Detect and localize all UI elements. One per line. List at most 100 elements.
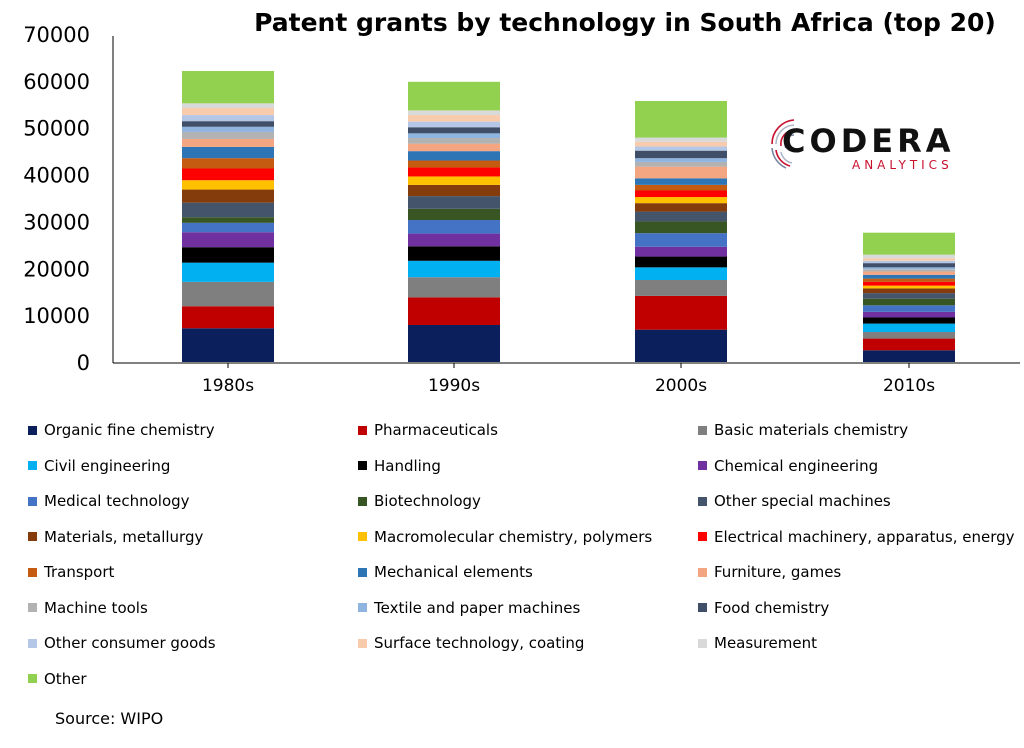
legend-item: Measurement [698, 633, 817, 653]
legend-swatch [28, 496, 37, 506]
bar-segment [863, 285, 955, 289]
bar-segment [408, 297, 500, 325]
bar-segment [863, 298, 955, 306]
bar-segment [635, 197, 727, 204]
bar-segment [863, 254, 955, 259]
bar-segment [863, 274, 955, 279]
y-tick-label: 50000 [23, 117, 90, 141]
legend-item: Textile and paper machines [358, 598, 580, 618]
legend-label: Macromolecular chemistry, polymers [374, 527, 653, 546]
bar-segment [863, 317, 955, 324]
bar-segment [408, 133, 500, 139]
legend-item: Chemical engineering [698, 456, 878, 476]
y-tick-label: 10000 [23, 304, 90, 328]
legend-swatch [358, 567, 367, 577]
bar-segment [635, 295, 727, 330]
bar-segment [182, 262, 274, 282]
bar-segment [182, 138, 274, 147]
bar-segment [863, 323, 955, 333]
bar-segment [635, 221, 727, 234]
x-axis-ticks: 1980s 1990s 2000s 2010s [202, 363, 935, 396]
legend-swatch [28, 674, 37, 683]
legend-item: Furniture, games [698, 562, 841, 582]
legend-swatch [698, 496, 707, 506]
legend-item: Biotechnology [358, 491, 481, 511]
bar-segment [182, 71, 274, 104]
bar-segment [182, 202, 274, 218]
bar-segment [182, 232, 274, 248]
fingerprint-logo-mark [771, 119, 795, 169]
bar-segment [408, 277, 500, 298]
legend-label: Other consumer goods [44, 634, 216, 652]
legend-label: Organic fine chemistry [44, 421, 215, 439]
bar-segment [182, 217, 274, 223]
legend-item: Medical technology [28, 491, 190, 511]
legend-item: Machine tools [28, 598, 148, 618]
legend-item: Materials, metallurgy [28, 527, 203, 547]
bars [182, 71, 955, 362]
bar-segment [182, 158, 274, 169]
legend-item: Macromolecular chemistry, polymers [358, 527, 652, 547]
bar-segment [182, 247, 274, 263]
bar-segment [635, 184, 727, 191]
source-note: Source: WIPO [55, 709, 164, 728]
legend-label: Mechanical elements [374, 563, 533, 581]
bar-segment [408, 324, 500, 362]
bar-segment [408, 143, 500, 152]
bar-segment [635, 256, 727, 268]
legend-swatch [28, 567, 37, 577]
bar-segment [182, 121, 274, 127]
bar-segment [635, 246, 727, 257]
bar-segment [408, 184, 500, 197]
bar-segment [408, 115, 500, 122]
y-tick-label: 20000 [23, 257, 90, 281]
bar-segment [863, 258, 955, 261]
bar-segment [635, 141, 727, 147]
bar-segment [863, 288, 955, 294]
legend-label: Food chemistry [714, 598, 830, 617]
x-tick-label: 2010s [883, 376, 935, 396]
y-tick-label: 60000 [23, 70, 90, 94]
legend-label: Measurement [714, 634, 817, 652]
legend-label: Chemical engineering [714, 456, 879, 475]
legend-label: Surface technology, coating [374, 634, 585, 652]
legend-swatch [358, 532, 367, 541]
bar-segment [635, 158, 727, 162]
legend-label: Basic materials chemistry [714, 421, 909, 439]
bar-segment [863, 278, 955, 282]
bar-segment [182, 115, 274, 122]
bar-segment [408, 220, 500, 234]
legend-item: Food chemistry [698, 598, 829, 618]
bar-segment [408, 246, 500, 261]
legend-swatch [28, 603, 37, 612]
legend-item: Transport [28, 562, 114, 582]
bar-segment [863, 232, 955, 255]
bar-segment [863, 293, 955, 299]
legend-label: Other [44, 669, 87, 688]
bar-segment [635, 150, 727, 159]
legend-item: Basic materials chemistry [698, 420, 908, 440]
bar-segment [182, 126, 274, 132]
legend-item: Pharmaceuticals [358, 420, 498, 440]
x-tick-label: 1990s [428, 376, 480, 396]
x-tick-label: 2000s [655, 376, 707, 396]
bar-segment [863, 260, 955, 264]
bar-segment [182, 306, 274, 329]
bar-segment [408, 160, 500, 168]
logo-subtitle: ANALYTICS [852, 158, 953, 172]
bar-segment [408, 138, 500, 144]
legend-swatch [698, 567, 707, 577]
legend-swatch [358, 496, 367, 506]
y-axis-ticks: 0 10000 20000 30000 40000 50000 60000 70000 [23, 23, 90, 375]
y-tick-label: 0 [77, 351, 90, 375]
legend-swatch [358, 461, 367, 470]
legend-item: Mechanical elements [358, 562, 533, 582]
bar-segment [182, 222, 274, 233]
bar-segment [182, 108, 274, 116]
logo-wordmark: CODERA [782, 122, 955, 160]
legend-swatch [28, 638, 37, 648]
legend-item: Other consumer goods [28, 633, 216, 653]
bar-segment [408, 81, 500, 111]
legend-item: Other special machines [698, 491, 891, 511]
legend-item: Electrical machinery, apparatus, energy [698, 527, 1015, 547]
